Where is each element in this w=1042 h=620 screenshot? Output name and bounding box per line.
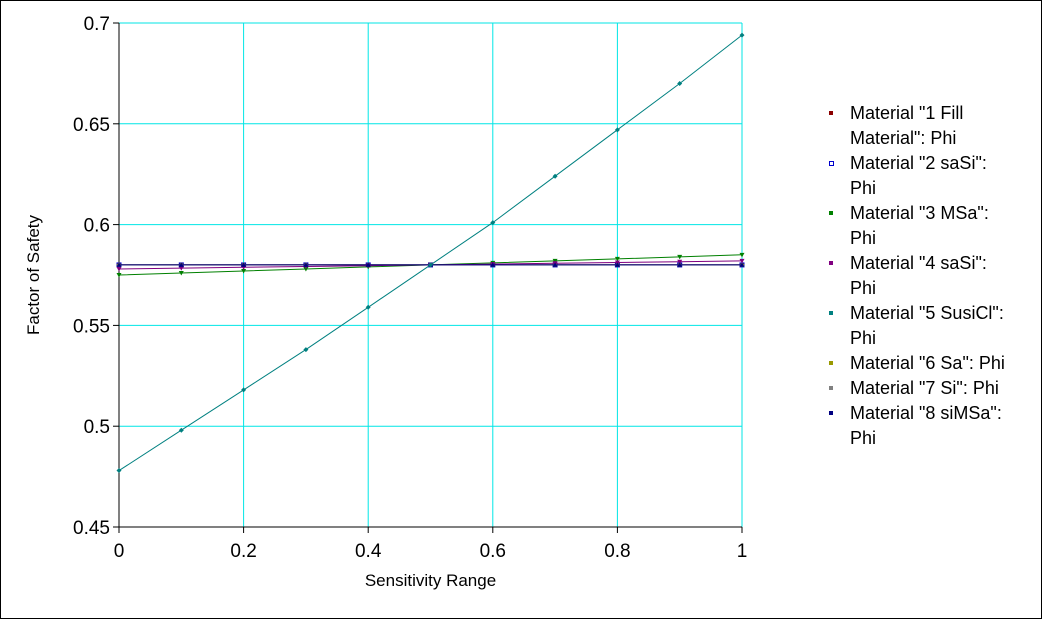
legend-label-line: Material "6 Sa": Phi (850, 353, 1005, 373)
legend-label: Material "8 siMSa": Phi (850, 401, 1041, 451)
series-5-data-point (490, 220, 496, 226)
series-4-data-point (739, 258, 745, 264)
legend-label-line: Material": Phi (850, 128, 957, 148)
series-3-data-point (677, 254, 683, 260)
series-3-data-point (614, 256, 620, 262)
chart-legend: Material "1 Fill Material": Phi Material "… (826, 101, 1041, 451)
legend-label-line: Phi (850, 328, 877, 348)
series-3-data-point (303, 266, 309, 272)
legend-label: Material "3 MSa": Phi (850, 201, 1041, 251)
legend-label-line: Material "2 saSi": (850, 153, 987, 173)
x-tick-label: 0 (114, 541, 125, 562)
x-tick-label: 0.2 (230, 541, 256, 562)
y-tick-label: 0.7 (84, 14, 110, 35)
legend-item: Material "3 MSa": Phi (826, 201, 1041, 251)
legend-marker (826, 376, 850, 401)
legend-label: Material "6 Sa": Phi (850, 351, 1041, 376)
legend-marker (826, 201, 850, 226)
series-8-data-point (116, 262, 122, 267)
legend-label-line: Phi (850, 428, 877, 448)
series-5-data-point (677, 80, 683, 86)
legend-label-line: Phi (850, 178, 877, 198)
series-8-data-point (490, 262, 496, 267)
legend-item: Material "8 siMSa": Phi (826, 401, 1041, 451)
series-3-data-point (552, 258, 558, 264)
series-3-data-point (116, 273, 122, 278)
x-axis-label: Sensitivity Range (365, 571, 496, 590)
legend-label-line: Material "8 siMSa": (850, 403, 1002, 423)
series-5-data-point (365, 304, 371, 310)
series-8-data-point (614, 262, 620, 267)
series-5-data-point (178, 427, 184, 433)
legend-item: Material "5 SusiCl": Phi (826, 301, 1041, 351)
x-tick-label: 1 (737, 541, 748, 562)
legend-marker (826, 151, 850, 176)
y-tick-label: 0.6 (84, 216, 110, 237)
legend-label-line: Phi (850, 278, 877, 298)
series-4-data-point (677, 259, 683, 265)
y-tick-label: 0.5 (84, 417, 110, 438)
y-tick-label: 0.65 (73, 115, 110, 136)
y-tick-label: 0.45 (73, 518, 110, 539)
series-4-data-point (116, 266, 122, 272)
series-5-data-point (552, 173, 558, 179)
series-3-data-point (241, 268, 247, 274)
legend-label-line: Phi (850, 228, 877, 248)
plot-area (119, 23, 742, 527)
legend-item: Material "4 saSi": Phi (826, 251, 1041, 301)
legend-marker (826, 101, 850, 126)
legend-item: Material "1 Fill Material": Phi (826, 101, 1041, 151)
series-8-data-point (739, 262, 745, 267)
legend-marker (826, 301, 850, 326)
series-5-data-point (303, 347, 309, 353)
series-8-data-point (365, 262, 371, 267)
series-5-data-point (241, 387, 247, 393)
legend-item: Material "7 Si": Phi (826, 376, 1041, 401)
series-8-data-point (241, 262, 247, 267)
series-8-data-point (552, 262, 558, 267)
y-tick-label: 0.55 (73, 316, 110, 337)
legend-marker (826, 351, 850, 376)
x-tick-label: 0.4 (355, 541, 382, 562)
legend-marker (826, 251, 850, 276)
series-5-data-point (428, 262, 433, 268)
legend-label-line: Material "1 Fill (850, 103, 964, 123)
y-axis-label: Factor of Safety (24, 215, 43, 335)
legend-label-line: Material "4 saSi": (850, 253, 987, 273)
series-8-data-point (178, 262, 184, 267)
legend-label: Material "7 Si": Phi (850, 376, 1041, 401)
series-8-data-point (303, 262, 309, 267)
series-5-data-point (116, 468, 122, 474)
legend-label-line: Material "3 MSa": (850, 203, 989, 223)
x-tick-label: 0.8 (604, 541, 630, 562)
legend-label: Material "4 saSi": Phi (850, 251, 1041, 301)
series-5-data-point (739, 32, 745, 38)
legend-item: Material "2 saSi": Phi (826, 151, 1041, 201)
series-8-data-point (677, 262, 683, 267)
legend-label: Material "5 SusiCl": Phi (850, 301, 1041, 351)
series-4-data-point (178, 266, 184, 271)
legend-label-line: Material "7 Si": Phi (850, 378, 999, 398)
series-3-data-point (178, 270, 184, 276)
series-5-data-point (614, 127, 620, 133)
legend-label: Material "2 saSi": Phi (850, 151, 1041, 201)
legend-label: Material "1 Fill Material": Phi (850, 101, 1041, 151)
legend-label-line: Material "5 SusiCl": (850, 303, 1004, 323)
legend-item: Material "6 Sa": Phi (826, 351, 1041, 376)
x-tick-label: 0.6 (480, 541, 506, 562)
legend-marker (826, 401, 850, 426)
series-3-data-point (739, 252, 745, 258)
